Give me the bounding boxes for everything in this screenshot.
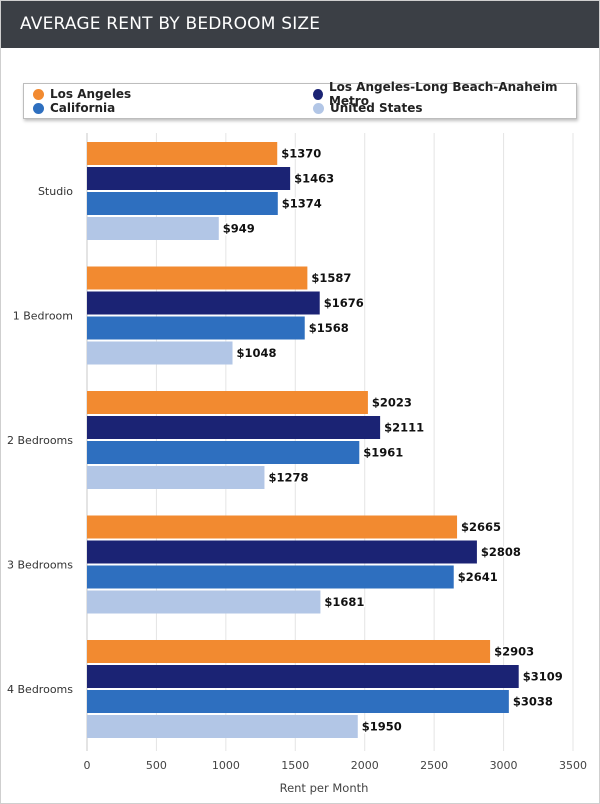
bar bbox=[87, 466, 265, 489]
data-label: $1463 bbox=[294, 172, 334, 186]
x-tick-label: 0 bbox=[84, 759, 91, 772]
data-label: $2903 bbox=[494, 645, 534, 659]
legend-item-los-angeles[interactable]: Los Angeles bbox=[33, 87, 131, 101]
legend-swatch-metro bbox=[313, 88, 323, 100]
card-header: AVERAGE RENT BY BEDROOM SIZE bbox=[1, 1, 599, 48]
data-label: $1681 bbox=[324, 595, 364, 609]
y-category-label: 2 Bedrooms bbox=[7, 434, 73, 447]
x-tick-label: 2000 bbox=[351, 759, 379, 772]
data-label: $2808 bbox=[481, 545, 521, 559]
data-label: $1568 bbox=[309, 321, 349, 335]
legend: Los Angeles Los Angeles-Long Beach-Anahe… bbox=[23, 80, 577, 119]
legend-item-california[interactable]: California bbox=[33, 101, 115, 115]
x-axis-title: Rent per Month bbox=[280, 781, 369, 795]
bar bbox=[87, 565, 454, 589]
legend-label-california: California bbox=[50, 101, 116, 115]
legend-label-los-angeles: Los Angeles bbox=[50, 87, 132, 101]
y-category-label: 4 Bedrooms bbox=[7, 683, 73, 696]
bar bbox=[87, 690, 509, 713]
x-tick-label: 1000 bbox=[212, 759, 240, 772]
legend-swatch-united-states bbox=[313, 102, 324, 114]
data-label: $3109 bbox=[523, 670, 563, 684]
bar bbox=[87, 192, 278, 215]
legend-item-united-states[interactable]: United States bbox=[313, 101, 423, 115]
bar bbox=[87, 217, 219, 240]
y-category-label: 3 Bedrooms bbox=[7, 559, 73, 572]
bar bbox=[87, 341, 233, 365]
bar bbox=[87, 142, 278, 165]
x-tick-label: 1500 bbox=[281, 759, 309, 772]
legend-label-united-states: United States bbox=[330, 101, 423, 115]
bar bbox=[87, 266, 308, 290]
x-tick-label: 3500 bbox=[559, 759, 587, 772]
data-label: $1587 bbox=[311, 271, 351, 285]
data-label: $1961 bbox=[363, 446, 403, 460]
bar bbox=[87, 167, 291, 190]
bar bbox=[87, 640, 491, 663]
bar bbox=[87, 291, 320, 315]
x-tick-label: 2500 bbox=[420, 759, 448, 772]
bar bbox=[87, 590, 321, 614]
data-label: $2665 bbox=[461, 520, 501, 534]
page-title: AVERAGE RENT BY BEDROOM SIZE bbox=[20, 14, 321, 34]
x-tick-label: 500 bbox=[146, 759, 167, 772]
bar bbox=[87, 515, 458, 539]
y-category-label: Studio bbox=[38, 185, 73, 198]
data-label: $949 bbox=[223, 222, 255, 236]
legend-item-metro[interactable]: Los Angeles-Long Beach-Anaheim Metro bbox=[313, 80, 576, 108]
data-label: $2111 bbox=[384, 421, 424, 435]
bar bbox=[87, 441, 360, 464]
bar bbox=[87, 715, 358, 738]
bar bbox=[87, 540, 477, 564]
data-label: $2641 bbox=[458, 570, 498, 584]
legend-swatch-los-angeles bbox=[33, 88, 44, 100]
data-label: $1048 bbox=[237, 346, 277, 360]
legend-label-metro: Los Angeles-Long Beach-Anaheim Metro bbox=[328, 80, 558, 108]
data-label: $2023 bbox=[372, 396, 412, 410]
y-category-label: 1 Bedroom bbox=[13, 310, 73, 323]
bar bbox=[87, 416, 381, 439]
bar bbox=[87, 665, 519, 688]
data-label: $1374 bbox=[282, 197, 322, 211]
data-label: $1370 bbox=[281, 147, 321, 161]
data-label: $1950 bbox=[362, 720, 402, 734]
legend-swatch-california bbox=[33, 102, 44, 114]
bar bbox=[87, 316, 305, 340]
data-label: $1278 bbox=[268, 471, 308, 485]
data-label: $1676 bbox=[324, 296, 364, 310]
data-label: $3038 bbox=[513, 695, 553, 709]
x-tick-label: 3000 bbox=[490, 759, 518, 772]
bar bbox=[87, 391, 368, 414]
